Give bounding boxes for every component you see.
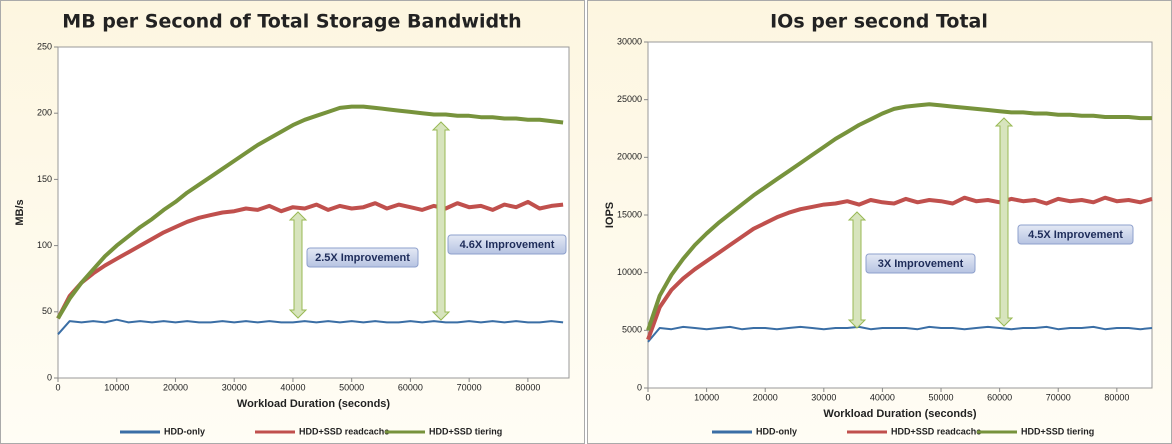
series-line <box>57 318 564 335</box>
series-line <box>56 104 564 320</box>
y-axis-label: IOPS <box>604 202 616 228</box>
x-tick-label: 0 <box>55 382 60 392</box>
legend-label: HDD+SSD tiering <box>1021 426 1094 436</box>
legend-label: HDD-only <box>164 426 205 436</box>
y-tick-label: 20000 <box>617 152 642 162</box>
x-axis-label: Workload Duration (seconds) <box>823 408 977 420</box>
legend-label: HDD+SSD readcache <box>891 426 981 436</box>
annotation: 4.6X Improvement <box>460 239 555 251</box>
arrow <box>994 117 1014 327</box>
x-tick-label: 0 <box>645 392 650 402</box>
arrow <box>847 211 867 329</box>
x-tick-label: 20000 <box>163 382 188 392</box>
x-tick-label: 40000 <box>870 392 895 402</box>
annotation: 4.5X Improvement <box>1028 229 1123 241</box>
chart-title: MB per Second of Total Storage Bandwidth <box>62 11 521 33</box>
arrow <box>288 211 308 319</box>
x-tick-label: 30000 <box>811 392 836 402</box>
x-tick-label: 60000 <box>987 392 1012 402</box>
x-tick-label: 10000 <box>694 392 719 402</box>
x-tick-label: 50000 <box>339 382 364 392</box>
y-tick-label: 0 <box>47 372 52 382</box>
y-tick-label: 10000 <box>617 267 642 277</box>
series-line <box>646 195 1153 341</box>
plot-area <box>57 46 570 379</box>
y-tick-label: 30000 <box>617 36 642 46</box>
arrow <box>431 121 451 321</box>
y-tick-label: 15000 <box>617 209 642 219</box>
x-axis-label: Workload Duration (seconds) <box>237 398 391 410</box>
y-tick-label: 250 <box>37 41 52 51</box>
x-tick-label: 80000 <box>515 382 540 392</box>
legend-label: HDD-only <box>756 426 797 436</box>
x-tick-label: 80000 <box>1104 392 1129 402</box>
chart-title: IOs per second Total <box>770 11 988 33</box>
annotation-box <box>1017 224 1134 245</box>
x-tick-label: 40000 <box>280 382 305 392</box>
x-tick-label: 60000 <box>398 382 423 392</box>
legend-label: HDD+SSD readcache <box>299 426 389 436</box>
plot-area <box>647 41 1153 389</box>
x-tick-label: 20000 <box>753 392 778 402</box>
x-tick-label: 70000 <box>457 382 482 392</box>
legend-label: HDD+SSD tiering <box>429 426 502 436</box>
x-tick-label: 10000 <box>104 382 129 392</box>
y-axis-label: MB/s <box>14 199 26 225</box>
annotation-box <box>865 253 976 274</box>
series-line <box>56 199 564 320</box>
x-tick-label: 50000 <box>929 392 954 402</box>
y-tick-label: 100 <box>37 240 52 250</box>
x-tick-label: 70000 <box>1046 392 1071 402</box>
annotation-box <box>306 247 419 268</box>
series-line <box>647 325 1153 343</box>
annotation: 3X Improvement <box>878 258 964 270</box>
y-tick-label: 25000 <box>617 94 642 104</box>
y-tick-label: 50 <box>42 306 52 316</box>
annotation: 2.5X Improvement <box>315 252 410 264</box>
y-tick-label: 200 <box>37 108 52 118</box>
y-tick-label: 0 <box>637 382 642 392</box>
annotation-box <box>447 234 567 255</box>
x-tick-label: 30000 <box>222 382 247 392</box>
y-tick-label: 5000 <box>622 325 642 335</box>
series-line <box>646 102 1152 331</box>
y-tick-label: 150 <box>37 174 52 184</box>
